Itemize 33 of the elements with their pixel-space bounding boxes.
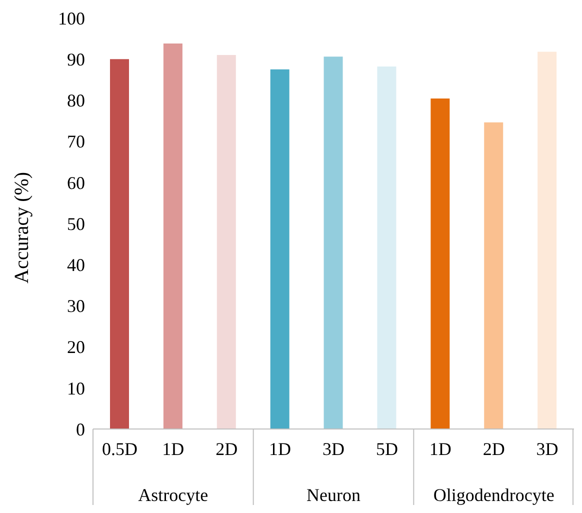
bar bbox=[163, 43, 182, 429]
text: Oligodendrocyte bbox=[433, 485, 554, 505]
y-tick-label: 30 bbox=[67, 296, 85, 316]
y-tick-label: 100 bbox=[58, 8, 85, 28]
y-tick-label: 0 bbox=[76, 419, 85, 440]
y-tick-label: 70 bbox=[67, 132, 85, 152]
bar bbox=[324, 56, 343, 429]
x-tick-label: 2D bbox=[216, 439, 238, 459]
bar bbox=[270, 69, 290, 429]
x-tick-label: 3D bbox=[322, 439, 344, 459]
y-tick-label: 10 bbox=[67, 378, 85, 398]
y-tick-label: 50 bbox=[67, 214, 85, 234]
bar bbox=[377, 66, 396, 429]
y-axis-title: Accuracy (%) bbox=[11, 172, 34, 284]
text: Astrocyte bbox=[138, 485, 208, 505]
x-tick-label: 3D bbox=[536, 439, 558, 459]
bar bbox=[538, 52, 557, 429]
bar bbox=[484, 122, 504, 429]
x-tick-label: 1D bbox=[269, 439, 292, 459]
y-tick-label: 80 bbox=[67, 90, 85, 111]
text: Neuron bbox=[306, 485, 360, 505]
x-tick-label: 1D bbox=[429, 439, 452, 459]
x-tick-label: 1D bbox=[162, 439, 184, 459]
bar bbox=[216, 54, 236, 429]
y-tick-label: 40 bbox=[67, 254, 85, 275]
y-tick-label: 20 bbox=[67, 337, 85, 358]
x-tick-label: 2D bbox=[482, 439, 505, 459]
y-tick-label: 60 bbox=[67, 172, 85, 193]
bar bbox=[430, 98, 450, 429]
y-tick-label: 90 bbox=[67, 49, 85, 70]
x-tick-label: 0.5D bbox=[102, 439, 138, 459]
bar bbox=[110, 59, 129, 429]
x-tick-label: 5D bbox=[376, 439, 398, 459]
